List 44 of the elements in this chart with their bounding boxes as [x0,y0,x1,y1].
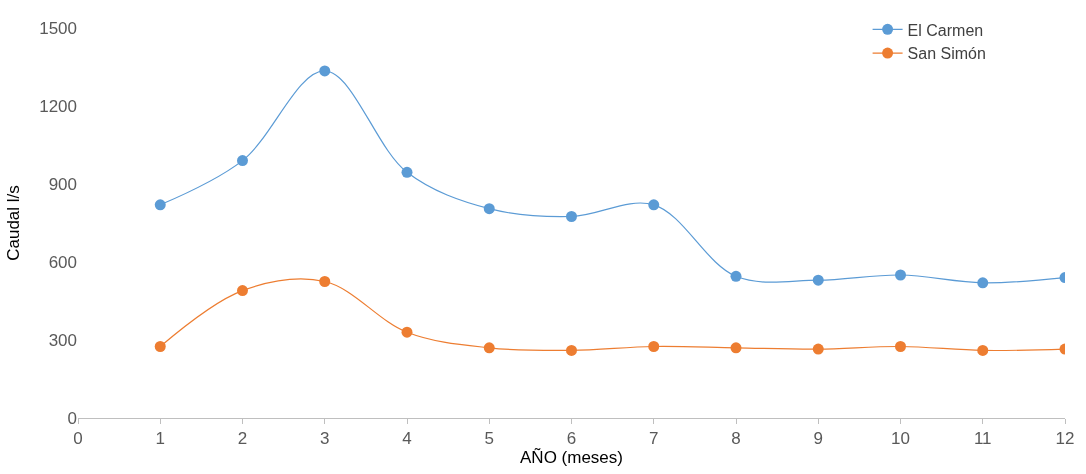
point [730,270,742,282]
point [237,285,248,297]
point [812,274,824,286]
point [401,326,413,338]
point [895,341,906,352]
x-axis-title: AÑO (meses) [520,448,623,468]
y-tick-label: 600 [48,252,77,272]
point [237,155,248,167]
point [154,199,166,211]
x-tick-label: 11 [973,429,992,449]
y-tick-label: 1500 [39,18,77,38]
legend-label: El Carmen [907,21,984,39]
point [648,341,660,352]
x-tick-label: 2 [237,429,248,449]
x-tick-label: 1 [155,429,165,449]
point [483,203,495,215]
point [566,211,577,222]
y-tick-label: 900 [48,174,77,194]
point [483,342,495,354]
y-tick-label: 0 [67,408,77,428]
x-tick-label: 6 [566,429,577,449]
x-tick-label: 5 [484,429,494,449]
y-tick-label: 1200 [39,96,77,116]
point [566,344,577,356]
y-tick-label: 300 [48,330,77,350]
point [812,343,824,355]
point [977,277,989,289]
point [648,199,660,211]
x-tick-label: 3 [320,429,330,449]
y-axis-title: Caudal l/s [3,185,23,261]
point [730,342,742,354]
point [895,269,906,281]
x-tick-label: 8 [731,429,741,449]
legend-label: San Simón [907,45,986,63]
x-tick-label: 12 [1055,429,1075,449]
point [401,166,413,178]
x-tick-label: 7 [649,429,659,449]
point [154,341,166,352]
x-tick-label: 10 [891,429,910,449]
point [977,344,989,356]
point [319,276,331,287]
x-tick-label: 4 [402,429,412,449]
point [319,65,331,77]
x-tick-label: 9 [813,429,823,449]
